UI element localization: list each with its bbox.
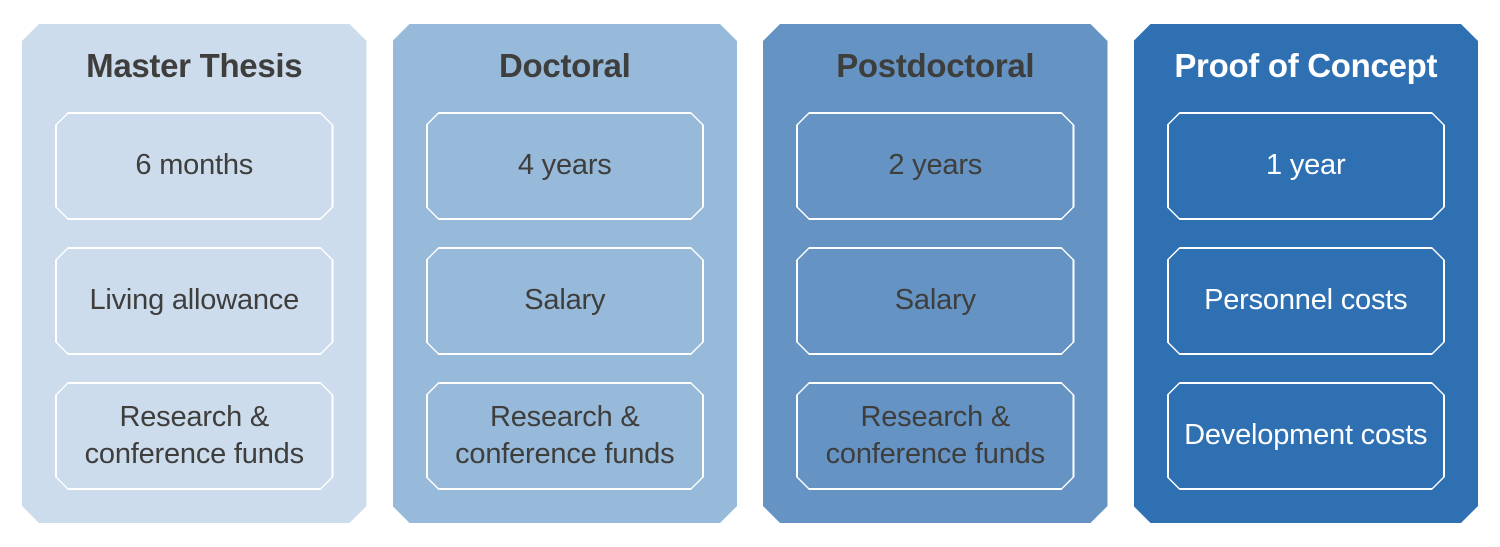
column-doctoral: Doctoral 4 years Salary Research & confe…	[393, 24, 738, 523]
info-box-label: Research & conference funds	[57, 384, 332, 488]
column-boxes: 2 years Salary Research & conference fun…	[796, 112, 1075, 490]
info-box-extras: Development costs	[1167, 382, 1446, 490]
column-boxes: 1 year Personnel costs Development costs	[1167, 112, 1446, 490]
info-box-label: 1 year	[1169, 114, 1444, 218]
column-boxes: 4 years Salary Research & conference fun…	[426, 112, 705, 490]
info-box-label: Salary	[428, 249, 703, 353]
info-box-funding: Salary	[426, 247, 705, 355]
column-proof-of-concept: Proof of Concept 1 year Personnel costs …	[1134, 24, 1479, 523]
column-title: Master Thesis	[86, 47, 303, 84]
info-box-label: Development costs	[1169, 384, 1444, 488]
info-box-label: Research & conference funds	[798, 384, 1073, 488]
column-title: Doctoral	[499, 47, 631, 84]
info-box-funding: Living allowance	[55, 247, 334, 355]
info-box-duration: 4 years	[426, 112, 705, 220]
column-title: Postdoctoral	[836, 47, 1035, 84]
info-box-funding: Personnel costs	[1167, 247, 1446, 355]
column-postdoctoral: Postdoctoral 2 years Salary Research & c…	[763, 24, 1108, 523]
info-box-funding: Salary	[796, 247, 1075, 355]
column-boxes: 6 months Living allowance Research & con…	[55, 112, 334, 490]
info-box-label: 2 years	[798, 114, 1073, 218]
info-box-label: Research & conference funds	[428, 384, 703, 488]
info-box-extras: Research & conference funds	[55, 382, 334, 490]
info-box-label: Living allowance	[57, 249, 332, 353]
info-box-label: 4 years	[428, 114, 703, 218]
info-box-duration: 6 months	[55, 112, 334, 220]
info-box-label: Salary	[798, 249, 1073, 353]
info-box-label: 6 months	[57, 114, 332, 218]
info-box-duration: 1 year	[1167, 112, 1446, 220]
info-box-extras: Research & conference funds	[796, 382, 1075, 490]
column-master-thesis: Master Thesis 6 months Living allowance …	[22, 24, 367, 523]
info-box-duration: 2 years	[796, 112, 1075, 220]
info-box-extras: Research & conference funds	[426, 382, 705, 490]
info-box-label: Personnel costs	[1169, 249, 1444, 353]
column-title: Proof of Concept	[1174, 47, 1438, 84]
